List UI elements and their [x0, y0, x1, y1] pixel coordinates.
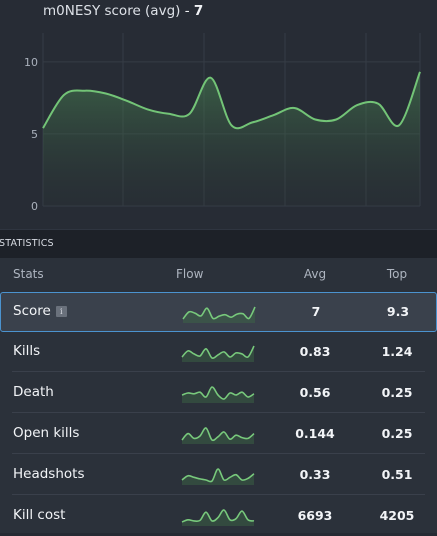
- score-line: [42, 71, 421, 130]
- sparkline-fill: [182, 346, 254, 362]
- stat-top-value: 1.24: [381, 344, 413, 359]
- chart-title: m0NESY score (avg) - 7: [43, 3, 203, 19]
- stat-avg-value: 0.56: [299, 385, 331, 400]
- flow-sparkline: [181, 468, 255, 485]
- stat-row-score[interactable]: Score i 7 9.3: [0, 292, 437, 332]
- chart-title-separator: -: [180, 3, 194, 19]
- stats-table: Stats Flow Avg Top Score i 7 9.3 Kills 0.…: [0, 258, 437, 533]
- stat-top-value: 0.25: [381, 385, 413, 400]
- stat-name: Headshots: [13, 466, 85, 482]
- score-line-chart: 0 5 10: [24, 33, 421, 213]
- flow-sparkline: [182, 306, 256, 323]
- stats-table-header: Stats Flow Avg Top: [0, 258, 437, 291]
- stat-avg-value: 0.144: [295, 426, 335, 441]
- sparkline-fill: [182, 427, 254, 444]
- stat-name: Kill cost: [13, 507, 66, 523]
- stat-avg-value: 6693: [297, 508, 333, 523]
- y-tick-label: 5: [31, 128, 38, 141]
- y-tick-label: 0: [31, 200, 38, 213]
- sparkline-line: [181, 427, 255, 442]
- stat-avg-value: 0.33: [299, 467, 331, 482]
- sparkline-line: [181, 345, 255, 359]
- stat-row-kills[interactable]: Kills 0.83 1.24: [0, 332, 437, 372]
- column-header-flow[interactable]: Flow: [176, 267, 204, 281]
- stat-name: Open kills: [13, 425, 80, 441]
- stat-avg-value: 7: [311, 304, 321, 319]
- stat-name: Death: [13, 384, 54, 400]
- row-divider: [12, 371, 425, 372]
- stat-row-kill-cost[interactable]: Kill cost 6693 4205: [0, 496, 437, 536]
- row-divider: [12, 494, 425, 495]
- sparkline-line: [181, 386, 255, 400]
- column-header-avg[interactable]: Avg: [303, 267, 327, 281]
- row-divider: [12, 453, 425, 454]
- sparkline-fill: [183, 307, 255, 323]
- column-header-top[interactable]: Top: [386, 267, 408, 281]
- row-divider: [12, 412, 425, 413]
- info-icon[interactable]: i: [55, 306, 67, 317]
- column-header-stats[interactable]: Stats: [13, 267, 44, 281]
- statistics-section-header: STATISTICS: [0, 229, 437, 259]
- y-tick-label: 10: [24, 56, 38, 69]
- chart-title-label: m0NESY score (avg): [43, 3, 181, 19]
- flow-sparkline: [181, 345, 255, 362]
- stat-name-label: Score: [13, 303, 51, 319]
- stat-avg-value: 0.83: [299, 344, 331, 359]
- stat-row-open-kills[interactable]: Open kills 0.144 0.25: [0, 414, 437, 454]
- stat-name: Kills: [13, 343, 41, 359]
- stat-top-value: 4205: [379, 508, 415, 523]
- chart-title-value: 7: [193, 3, 204, 19]
- statistics-header-label: STATISTICS: [0, 238, 54, 249]
- stat-top-value: 9.3: [386, 304, 410, 319]
- stat-name: Score i: [13, 303, 67, 319]
- stat-row-death[interactable]: Death 0.56 0.25: [0, 373, 437, 413]
- flow-sparkline: [181, 509, 255, 526]
- flow-sparkline: [181, 386, 255, 403]
- stat-row-headshots[interactable]: Headshots 0.33 0.51: [0, 455, 437, 495]
- sparkline-fill: [182, 386, 254, 403]
- score-chart-panel: m0NESY score (avg) - 7 0 5 10: [0, 0, 437, 229]
- sparkline-line: [181, 468, 255, 483]
- sparkline-fill: [182, 468, 254, 485]
- stat-top-value: 0.25: [381, 426, 413, 441]
- sparkline-line: [181, 509, 255, 523]
- sparkline-line: [182, 306, 256, 320]
- flow-sparkline: [181, 427, 255, 444]
- stat-top-value: 0.51: [381, 467, 413, 482]
